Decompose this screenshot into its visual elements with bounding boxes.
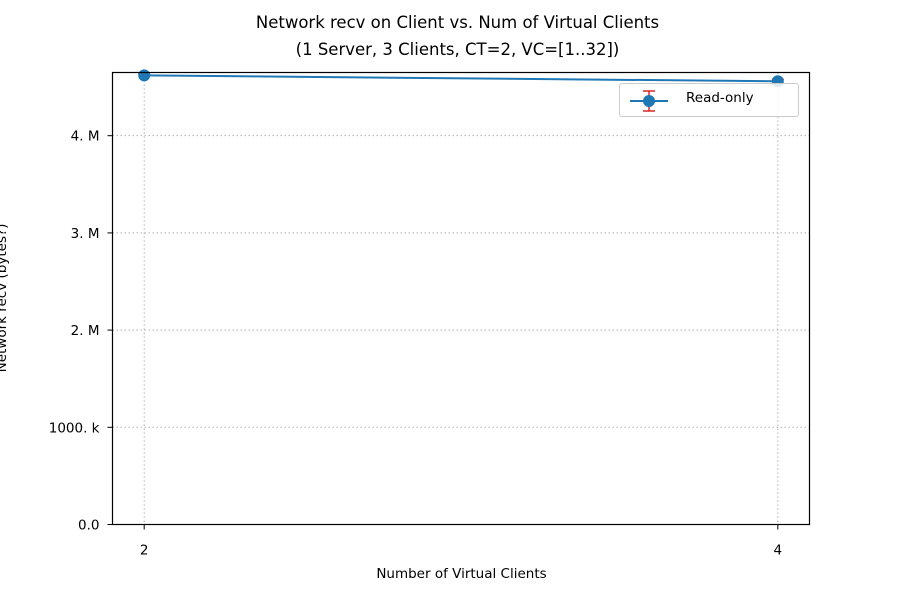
y-tick-label: 0.0 (78, 518, 99, 534)
legend-label-read-only: Read-only (686, 90, 754, 106)
chart-title: Network recv on Client vs. Num of Virtua… (255, 13, 660, 32)
grid-layer (112, 72, 810, 525)
chart-subtitle: (1 Server, 3 Clients, CT=2, VC=[1..32]) (295, 40, 620, 59)
x-axis-label: Number of Virtual Clients (376, 566, 547, 582)
plot-frame (111, 71, 811, 526)
y-tick-label: 4. M (71, 129, 100, 145)
y-tick-label: 1000. k (49, 420, 100, 436)
y-axis-label: Network recv (bytes?) (0, 223, 10, 373)
legend-marker-icon (630, 90, 668, 112)
series-line (144, 74, 778, 83)
y-tick-label: 3. M (71, 226, 100, 242)
legend: Read-only (619, 83, 799, 117)
y-tick-label: 2. M (71, 323, 100, 339)
x-tick-label: 2 (140, 543, 149, 559)
x-tick-label: 4 (774, 543, 783, 559)
data-point (138, 69, 151, 82)
ticks-layer: 2 4 0.0 1000. k 2. M 3. M 4. M (49, 129, 782, 559)
